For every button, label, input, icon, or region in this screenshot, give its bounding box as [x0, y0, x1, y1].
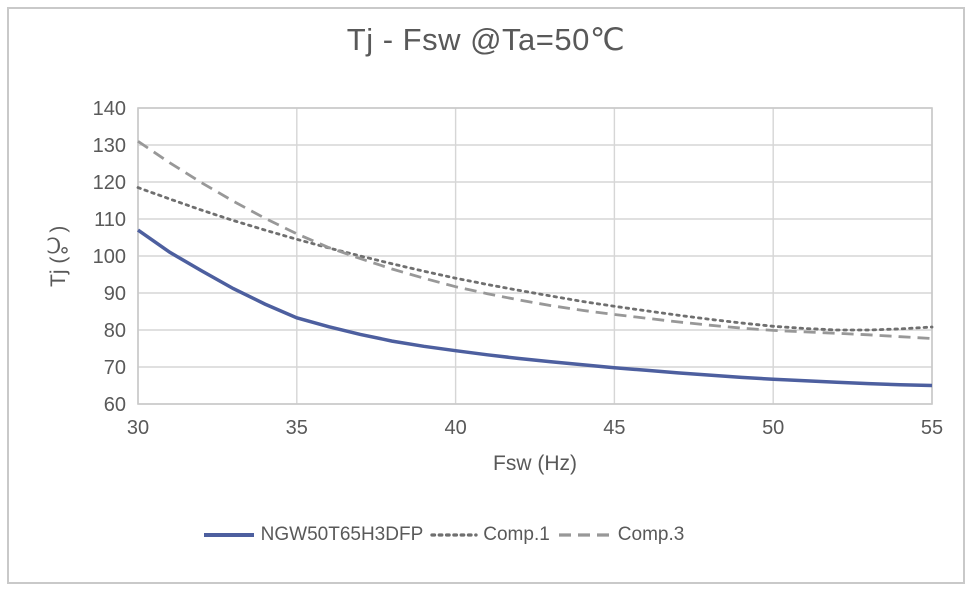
legend-line-dotted-icon: [430, 533, 478, 537]
legend: NGW50T65H3DFP Comp.1 Comp.3: [0, 524, 972, 546]
x-axis-title: Fsw (Hz): [493, 452, 577, 475]
legend-item-ngw50t65h3dfp: NGW50T65H3DFP: [202, 524, 424, 546]
series-line-1: [136, 186, 934, 332]
legend-line-dashed-icon: [558, 533, 611, 537]
legend-item-comp1: Comp.1: [430, 524, 550, 546]
x-tick-label: 35: [286, 417, 308, 439]
chart-title: Tj - Fsw @Ta=50℃: [346, 22, 626, 57]
y-tick-label: 70: [104, 357, 126, 379]
x-tick-label: 50: [762, 417, 784, 439]
x-tick-label: 40: [444, 417, 466, 439]
y-tick-label: 140: [93, 98, 126, 120]
x-tick-label: 55: [921, 417, 943, 439]
y-tick-label: 100: [93, 246, 126, 268]
legend-label: NGW50T65H3DFP: [260, 524, 424, 545]
y-tick-label: 60: [104, 394, 126, 416]
series-line-0: [136, 228, 933, 388]
legend-item-comp3: Comp.3: [557, 524, 685, 546]
x-tick-label: 30: [127, 417, 149, 439]
plot-svg: 60 70 80 90 100 110 120 130 140 30 35 40 45 50 55: [93, 98, 944, 439]
series-line-2: [137, 140, 933, 340]
plot-border: [137, 107, 933, 405]
y-tick-label: 120: [93, 172, 126, 194]
legend-label: Comp.1: [483, 524, 550, 545]
legend-label: Comp.3: [617, 524, 685, 545]
legend-line-solid-icon: [203, 533, 254, 537]
x-tick-label: 45: [603, 417, 625, 439]
y-tick-label: 110: [94, 209, 126, 231]
y-axis-title: Tj (℃): [47, 225, 70, 287]
y-tick-label: 90: [104, 283, 126, 305]
y-tick-label: 80: [104, 320, 126, 342]
y-tick-label: 130: [93, 135, 126, 157]
